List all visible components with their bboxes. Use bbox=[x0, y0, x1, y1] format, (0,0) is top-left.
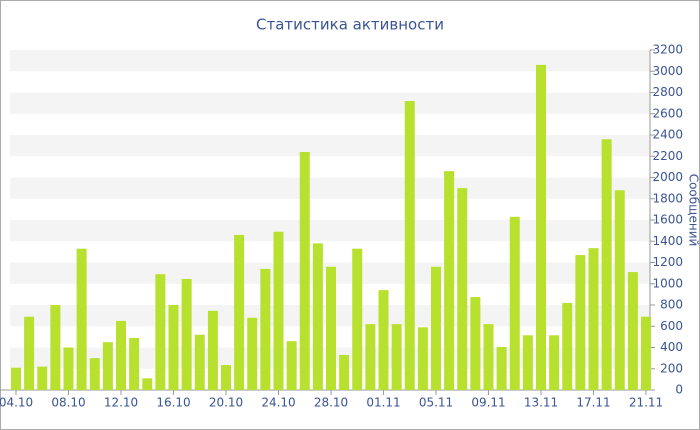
bar bbox=[142, 378, 153, 390]
bar bbox=[286, 341, 297, 390]
bar bbox=[37, 366, 48, 390]
bar bbox=[181, 278, 192, 390]
bar bbox=[168, 305, 179, 390]
bar bbox=[549, 335, 560, 390]
bar bbox=[273, 231, 284, 390]
y-tick-label: 2600 bbox=[652, 106, 683, 120]
y-tick-label: 3000 bbox=[652, 64, 683, 78]
grid-band bbox=[10, 177, 650, 199]
bar bbox=[50, 305, 61, 390]
x-tick-label: 28.10 bbox=[314, 396, 348, 410]
y-tick-label: 400 bbox=[660, 340, 683, 354]
x-tick-label: 12.10 bbox=[104, 396, 138, 410]
y-tick-label: 2200 bbox=[652, 149, 683, 163]
y-tick-label: 3200 bbox=[652, 43, 683, 57]
bar bbox=[326, 266, 336, 390]
bar bbox=[365, 324, 376, 390]
bar bbox=[417, 327, 428, 390]
chart-title: Статистика активности bbox=[256, 16, 444, 34]
y-tick-label: 1400 bbox=[652, 234, 683, 248]
x-tick-label: 24.10 bbox=[261, 396, 295, 410]
bar bbox=[247, 317, 258, 390]
y-tick-label: 2800 bbox=[652, 85, 683, 99]
y-tick-label: 1200 bbox=[652, 255, 683, 269]
grid-band bbox=[10, 135, 650, 157]
bar bbox=[431, 266, 441, 390]
bar bbox=[522, 335, 533, 390]
x-tick-label: 16.10 bbox=[156, 396, 190, 410]
bar bbox=[601, 139, 612, 390]
bar bbox=[129, 337, 140, 390]
bar bbox=[562, 302, 573, 390]
bar bbox=[575, 255, 586, 390]
bar bbox=[260, 268, 271, 390]
bar bbox=[339, 354, 350, 390]
bar bbox=[483, 324, 494, 390]
bar bbox=[536, 64, 546, 390]
y-axis-title: Сообщений bbox=[687, 174, 700, 247]
y-tick-label: 2000 bbox=[652, 170, 683, 184]
bar bbox=[378, 290, 389, 390]
bar bbox=[116, 320, 126, 390]
bar bbox=[627, 272, 638, 390]
bar bbox=[312, 243, 323, 390]
bar bbox=[470, 297, 481, 390]
bar bbox=[496, 346, 507, 390]
x-tick-label: 21.11 bbox=[629, 396, 663, 410]
x-tick-label: 01.11 bbox=[366, 396, 400, 410]
x-tick-label: 04.10 bbox=[0, 396, 33, 410]
x-tick-label: 08.10 bbox=[51, 396, 85, 410]
bar bbox=[102, 342, 113, 390]
bar bbox=[155, 274, 166, 390]
bar bbox=[89, 358, 100, 390]
bar bbox=[63, 347, 74, 390]
bar bbox=[391, 324, 402, 390]
bar bbox=[588, 248, 599, 390]
bar bbox=[194, 334, 205, 390]
grid-band bbox=[10, 220, 650, 242]
x-tick-label: 13.11 bbox=[524, 396, 558, 410]
y-tick-label: 1800 bbox=[652, 191, 683, 205]
y-tick-label: 600 bbox=[660, 319, 683, 333]
grid-band bbox=[10, 92, 650, 114]
bar bbox=[457, 188, 468, 390]
x-tick-label: 05.11 bbox=[419, 396, 453, 410]
bar bbox=[76, 248, 87, 390]
bar bbox=[11, 367, 21, 390]
x-tick-label: 09.11 bbox=[471, 396, 505, 410]
bar bbox=[444, 171, 455, 390]
grid-band bbox=[10, 50, 650, 72]
y-tick-label: 1000 bbox=[652, 276, 683, 290]
x-tick-label: 17.11 bbox=[576, 396, 610, 410]
bar bbox=[509, 216, 520, 390]
x-tick-label: 20.10 bbox=[209, 396, 243, 410]
bar bbox=[207, 310, 218, 390]
y-tick-label: 2400 bbox=[652, 128, 683, 142]
bar bbox=[234, 234, 245, 390]
bar bbox=[24, 316, 35, 390]
bar bbox=[641, 316, 651, 390]
bar bbox=[221, 365, 231, 390]
y-tick-label: 1600 bbox=[652, 213, 683, 227]
y-tick-label: 800 bbox=[660, 298, 683, 312]
bar bbox=[299, 152, 310, 390]
y-tick-label: 0 bbox=[675, 383, 683, 397]
y-tick-label: 200 bbox=[660, 361, 683, 375]
bar bbox=[404, 101, 415, 390]
bar bbox=[352, 248, 363, 390]
bar bbox=[614, 190, 625, 390]
